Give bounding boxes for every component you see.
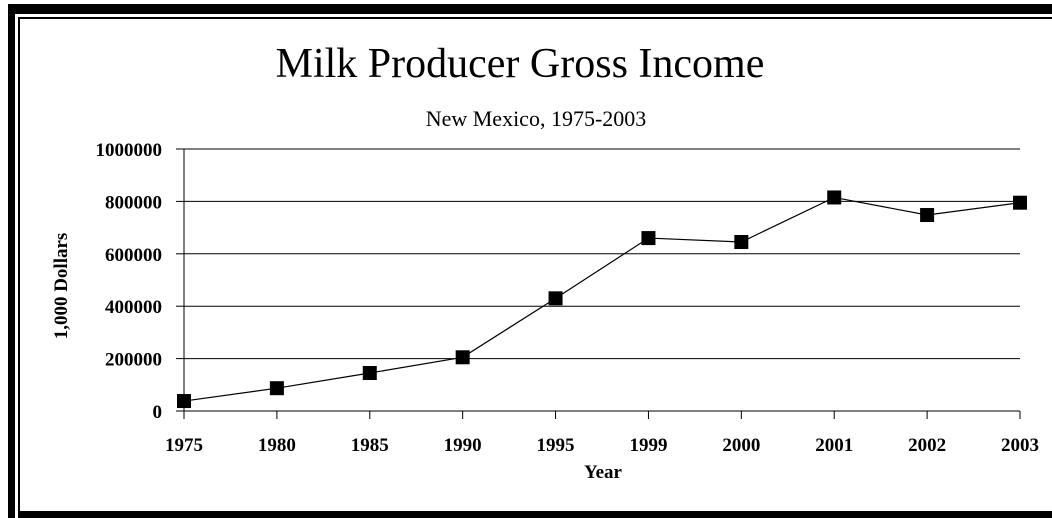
frame-border-left [8,4,15,518]
y-tick-label-4: 800000 [105,192,162,213]
data-point-2001 [827,190,842,205]
data-point-2003 [1013,195,1027,210]
y-tick-label-5: 1000000 [96,140,163,161]
chart-title: Milk Producer Gross Income [275,41,765,87]
series-line-group [183,196,1021,402]
x-tick-label-2: 1985 [351,435,389,456]
x-tick-label-8: 2002 [908,435,946,456]
marker-group [177,190,1027,409]
x-tick-label-6: 2000 [722,435,760,456]
frame-inner-border-left [18,17,20,518]
data-point-1999 [641,231,656,246]
gridlines [184,148,1020,360]
x-tick-label-4: 1995 [537,435,575,456]
data-point-2002 [920,208,935,223]
data-point-1990 [455,350,470,365]
data-point-1980 [269,381,284,396]
axes [176,148,1021,419]
frame-border-bottom [18,511,1052,518]
y-tick-label-2: 400000 [105,297,162,318]
y-axis-label: 1,000 Dollars [51,233,72,340]
y-tick-labels: 0 200000 400000 600000 800000 1000000 [96,140,163,423]
x-tick-label-5: 1999 [629,435,667,456]
y-tick-label-3: 600000 [105,245,162,266]
x-tick-label-7: 2001 [815,435,853,456]
data-point-1975 [177,394,191,409]
x-tick-label-0: 1975 [165,435,203,456]
x-axis-label: Year [584,462,623,483]
data-point-2000 [734,235,749,250]
data-point-1985 [362,366,377,381]
x-tick-labels: 1975 1980 1985 1990 1995 1999 2000 2001 2002 2003 [165,435,1039,456]
y-tick-label-0: 0 [153,402,163,423]
frame-border-top [8,4,1052,14]
series-line-0 [183,196,1021,402]
x-tick-label-3: 1990 [444,435,482,456]
y-tick-label-1: 200000 [105,350,162,371]
data-point-1995 [548,291,563,306]
x-tick-label-1: 1980 [258,435,296,456]
x-tick-label-9: 2003 [1001,435,1039,456]
chart-subtitle: New Mexico, 1975-2003 [425,106,647,131]
frame-inner-border-top [18,17,1052,19]
